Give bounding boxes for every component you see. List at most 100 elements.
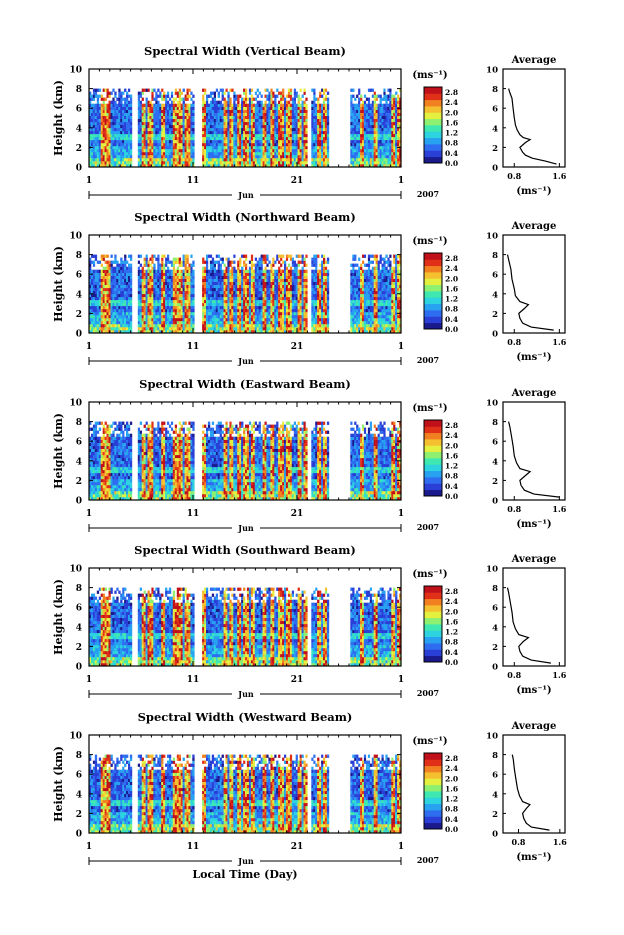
heatmap-cell: [368, 140, 370, 143]
heatmap-cell: [257, 161, 259, 164]
heatmap-cell: [165, 294, 167, 297]
heatmap-cell: [319, 110, 321, 113]
heatmap-cell: [171, 125, 173, 128]
heatmap-cell: [372, 140, 374, 143]
heatmap-cell: [245, 110, 247, 113]
heatmap-cell: [261, 119, 263, 122]
heatmap-cell: [220, 309, 222, 312]
heatmap-cell: [389, 161, 391, 164]
heatmap-cell: [206, 255, 208, 258]
heatmap-cell: [163, 110, 165, 113]
heatmap-cell: [161, 95, 163, 98]
heatmap-cell: [144, 327, 146, 330]
heatmap-cell: [97, 261, 99, 264]
heatmap-cell: [212, 279, 214, 282]
heatmap-cell: [183, 158, 185, 161]
heatmap-cell: [313, 101, 315, 104]
heatmap-cell: [190, 98, 192, 101]
heatmap-cell: [109, 273, 111, 276]
heatmap-cell: [173, 297, 175, 300]
heatmap-cell: [116, 137, 118, 140]
heatmap-cell: [272, 95, 274, 98]
heatmap-cell: [192, 131, 194, 134]
heatmap-cell: [220, 110, 222, 113]
heatmap-cell: [376, 158, 378, 161]
heatmap-cell: [226, 327, 228, 330]
chart-title: Spectral Width (Vertical Beam): [144, 44, 346, 58]
heatmap-cell: [163, 297, 165, 300]
heatmap-cell: [247, 161, 249, 164]
heatmap-cell: [239, 161, 241, 164]
heatmap-cell: [393, 125, 395, 128]
heatmap-cell: [208, 303, 210, 306]
heatmap-cell: [395, 131, 397, 134]
heatmap-cell: [358, 146, 360, 149]
heatmap-cell: [179, 143, 181, 146]
heatmap-cell: [122, 306, 124, 309]
heatmap-cell: [142, 321, 144, 324]
heatmap-cell: [179, 155, 181, 158]
heatmap-cell: [325, 143, 327, 146]
heatmap-cell: [226, 110, 228, 113]
heatmap-cell: [140, 101, 142, 104]
heatmap-cell: [97, 270, 99, 273]
heatmap-cell: [175, 110, 177, 113]
heatmap-cell: [159, 104, 161, 107]
heatmap-cell: [187, 324, 189, 327]
heatmap-cell: [114, 119, 116, 122]
heatmap-cell: [206, 128, 208, 131]
heatmap-cell: [218, 300, 220, 303]
heatmap-cell: [128, 267, 130, 270]
heatmap-cell: [163, 309, 165, 312]
heatmap-cell: [233, 125, 235, 128]
heatmap-cell: [116, 327, 118, 330]
heatmap-cell: [169, 279, 171, 282]
heatmap-cell: [226, 146, 228, 149]
heatmap-cell: [292, 119, 294, 122]
heatmap-cell: [298, 161, 300, 164]
heatmap-cell: [126, 321, 128, 324]
heatmap-cell: [321, 104, 323, 107]
heatmap-cell: [202, 122, 204, 125]
heatmap-cell: [169, 116, 171, 119]
heatmap-cell: [294, 158, 296, 161]
heatmap-cell: [393, 131, 395, 134]
heatmap-cell: [190, 152, 192, 155]
heatmap-cell: [130, 161, 132, 164]
heatmap-cell: [151, 309, 153, 312]
heatmap-cell: [226, 152, 228, 155]
heatmap-cell: [142, 113, 144, 116]
heatmap-cell: [300, 116, 302, 119]
heatmap-cell: [179, 122, 181, 125]
heatmap-cell: [163, 113, 165, 116]
heatmap-cell: [155, 92, 157, 95]
colorbar-segment: [424, 131, 442, 138]
heatmap-cell: [378, 110, 380, 113]
heatmap-cell: [116, 107, 118, 110]
heatmap-cell: [112, 146, 114, 149]
heatmap-cell: [101, 122, 103, 125]
heatmap-cell: [216, 276, 218, 279]
heatmap-cell: [251, 140, 253, 143]
heatmap-cell: [146, 258, 148, 261]
heatmap-cell: [116, 282, 118, 285]
heatmap-cell: [171, 155, 173, 158]
heatmap-cell: [366, 143, 368, 146]
heatmap-cell: [302, 146, 304, 149]
heatmap-cell: [272, 92, 274, 95]
heatmap-cell: [304, 119, 306, 122]
heatmap-cell: [153, 318, 155, 321]
heatmap-cell: [294, 104, 296, 107]
heatmap-cell: [253, 158, 255, 161]
heatmap-cell: [259, 137, 261, 140]
heatmap-cell: [202, 291, 204, 294]
heatmap-cell: [220, 300, 222, 303]
heatmap-cell: [97, 303, 99, 306]
heatmap-cell: [144, 297, 146, 300]
heatmap-cell: [95, 312, 97, 315]
x-tick-label: 1: [86, 176, 92, 186]
heatmap-cell: [298, 158, 300, 161]
heatmap-cell: [159, 152, 161, 155]
heatmap-cell: [294, 92, 296, 95]
heatmap-cell: [305, 140, 307, 143]
